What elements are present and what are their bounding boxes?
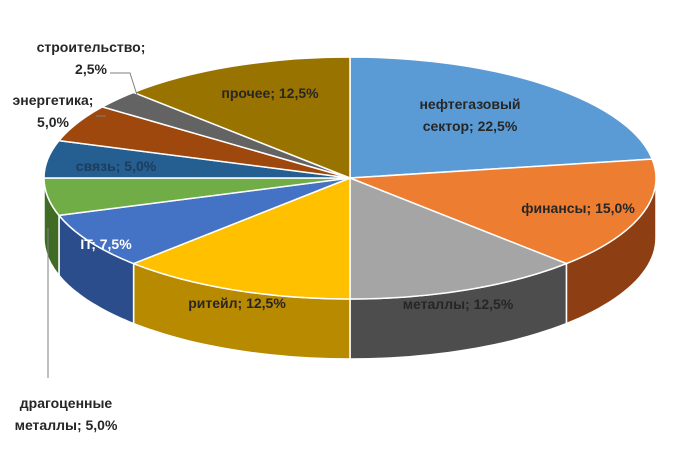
pie-slices [43, 56, 657, 300]
pie-slice-ритейл [132, 177, 351, 300]
pie-slice-прочее [132, 56, 351, 179]
data-label-line: связь; 5,0% [76, 158, 157, 174]
data-label-line: нефтегазовый [419, 96, 520, 112]
pie-slice-нефтегазовый-сектор [349, 56, 653, 179]
data-label-line: финансы; 15,0% [521, 200, 635, 216]
data-label-line: строительство; [37, 39, 146, 55]
leader-lines [47, 72, 138, 378]
data-label-line: металлы; 5,0% [15, 417, 118, 433]
data-labels: нефтегазовый сектор; 22,5% финансы; 15,0% м… [13, 39, 636, 433]
pie-slice-финансы [349, 158, 657, 265]
data-label-line: прочее; 12,5% [221, 85, 319, 101]
data-label-металлы: металлы; 12,5% [403, 296, 514, 312]
data-label-энергетика: энергетика; 5,0% [13, 92, 94, 130]
leader-line-строительство [110, 72, 138, 96]
data-label-связь: связь; 5,0% [76, 158, 157, 174]
data-label-line: IT; 7,5% [80, 236, 132, 252]
data-label-line: драгоценные [20, 395, 113, 411]
data-label-line: сектор; 22,5% [423, 118, 518, 134]
data-label-нефтегазовый-сектор: нефтегазовый сектор; 22,5% [419, 96, 520, 134]
data-label-строительство: строительство; 2,5% [37, 39, 146, 77]
data-label-line: энергетика; [13, 92, 94, 108]
pie-slice-металлы [349, 177, 568, 300]
data-label-драгоценные-металлы: драгоценные металлы; 5,0% [15, 395, 118, 433]
pie-sides [43, 177, 657, 360]
data-label-line: 2,5% [75, 61, 107, 77]
data-label-line: металлы; 12,5% [403, 296, 514, 312]
data-label-line: ритейл; 12,5% [188, 295, 286, 311]
data-label-прочее: прочее; 12,5% [221, 85, 319, 101]
data-label-финансы: финансы; 15,0% [521, 200, 635, 216]
pie-slice-IT [58, 177, 351, 265]
data-label-line: 5,0% [37, 114, 69, 130]
data-label-ритейл: ритейл; 12,5% [188, 295, 286, 311]
data-label-IT: IT; 7,5% [80, 236, 132, 252]
